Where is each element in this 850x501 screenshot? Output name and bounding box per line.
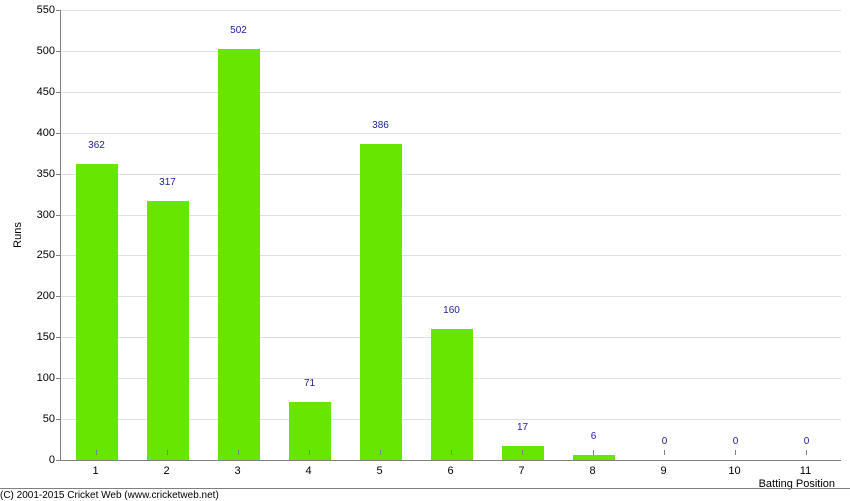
bar-value-label: 502: [230, 25, 247, 36]
chart-container: 36231750271386160176000 Runs Batting Pos…: [0, 0, 850, 500]
ytick-mark: [56, 296, 61, 297]
xtick-label: 11: [800, 465, 811, 477]
bar-value-label: 17: [517, 422, 528, 433]
bar: [218, 49, 260, 460]
xtick-mark: [806, 450, 807, 455]
ytick-mark: [56, 133, 61, 134]
gridline: [61, 10, 841, 11]
xtick-label: 2: [163, 465, 169, 477]
ytick-label: 300: [15, 209, 55, 221]
bar-value-label: 6: [591, 431, 597, 442]
bar-value-label: 0: [804, 436, 810, 447]
bar: [431, 329, 473, 460]
footer-copyright: (C) 2001-2015 Cricket Web (www.cricketwe…: [0, 488, 850, 501]
ytick-mark: [56, 51, 61, 52]
ytick-mark: [56, 255, 61, 256]
ytick-label: 50: [15, 413, 55, 425]
ytick-label: 550: [15, 4, 55, 16]
bar-value-label: 386: [372, 120, 389, 131]
bar-value-label: 71: [304, 378, 315, 389]
ytick-mark: [56, 174, 61, 175]
ytick-label: 500: [15, 45, 55, 57]
xtick-mark: [735, 450, 736, 455]
bar-value-label: 0: [733, 436, 739, 447]
xtick-label: 6: [447, 465, 453, 477]
gridline: [61, 92, 841, 93]
bar-value-label: 160: [443, 305, 460, 316]
plot-area: 362 317 502 71 386 160 17 6 0 0 0: [60, 10, 841, 461]
ytick-label: 150: [15, 331, 55, 343]
ytick-mark: [56, 378, 61, 379]
xtick-mark: [593, 450, 594, 455]
bar: [289, 402, 331, 460]
xtick-mark: [451, 450, 452, 455]
ytick-label: 350: [15, 168, 55, 180]
gridline: [61, 51, 841, 52]
ytick-mark: [56, 337, 61, 338]
ytick-label: 0: [15, 454, 55, 466]
xtick-label: 4: [305, 465, 311, 477]
xtick-label: 8: [589, 465, 595, 477]
bar: [573, 455, 615, 460]
ytick-mark: [56, 460, 61, 461]
bar: [360, 144, 402, 460]
ytick-mark: [56, 92, 61, 93]
bar-value-label: 362: [88, 140, 105, 151]
ytick-mark: [56, 215, 61, 216]
xtick-mark: [380, 450, 381, 455]
xtick-label: 5: [376, 465, 382, 477]
xtick-label: 10: [728, 465, 740, 477]
y-axis-label: Runs: [12, 222, 24, 248]
ytick-label: 400: [15, 127, 55, 139]
ytick-label: 250: [15, 249, 55, 261]
ytick-label: 450: [15, 86, 55, 98]
xtick-mark: [238, 450, 239, 455]
gridline: [61, 174, 841, 175]
ytick-label: 200: [15, 290, 55, 302]
gridline: [61, 133, 841, 134]
xtick-label: 3: [234, 465, 240, 477]
bar: [147, 201, 189, 460]
xtick-label: 1: [92, 465, 98, 477]
bar: [76, 164, 118, 460]
xtick-mark: [522, 450, 523, 455]
bar: [502, 446, 544, 460]
xtick-mark: [96, 450, 97, 455]
ytick-label: 100: [15, 372, 55, 384]
xtick-label: 7: [518, 465, 524, 477]
xtick-mark: [664, 450, 665, 455]
ytick-mark: [56, 419, 61, 420]
ytick-mark: [56, 10, 61, 11]
bar-value-label: 317: [159, 177, 176, 188]
bar-value-label: 0: [662, 436, 668, 447]
xtick-label: 9: [660, 465, 666, 477]
xtick-mark: [309, 450, 310, 455]
xtick-mark: [167, 450, 168, 455]
